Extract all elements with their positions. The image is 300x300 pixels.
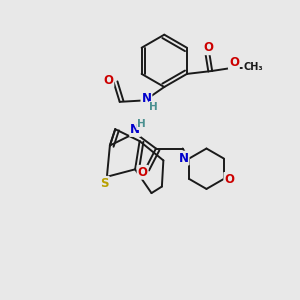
Text: N: N [130,123,140,136]
Text: O: O [138,166,148,179]
Text: O: O [224,173,234,186]
Text: S: S [100,177,109,190]
Text: O: O [103,74,113,87]
Text: O: O [229,56,239,69]
Text: H: H [149,102,158,112]
Text: O: O [203,41,213,54]
Text: N: N [141,92,152,105]
Text: N: N [178,152,189,164]
Text: H: H [137,119,146,129]
Text: CH₃: CH₃ [243,62,263,72]
